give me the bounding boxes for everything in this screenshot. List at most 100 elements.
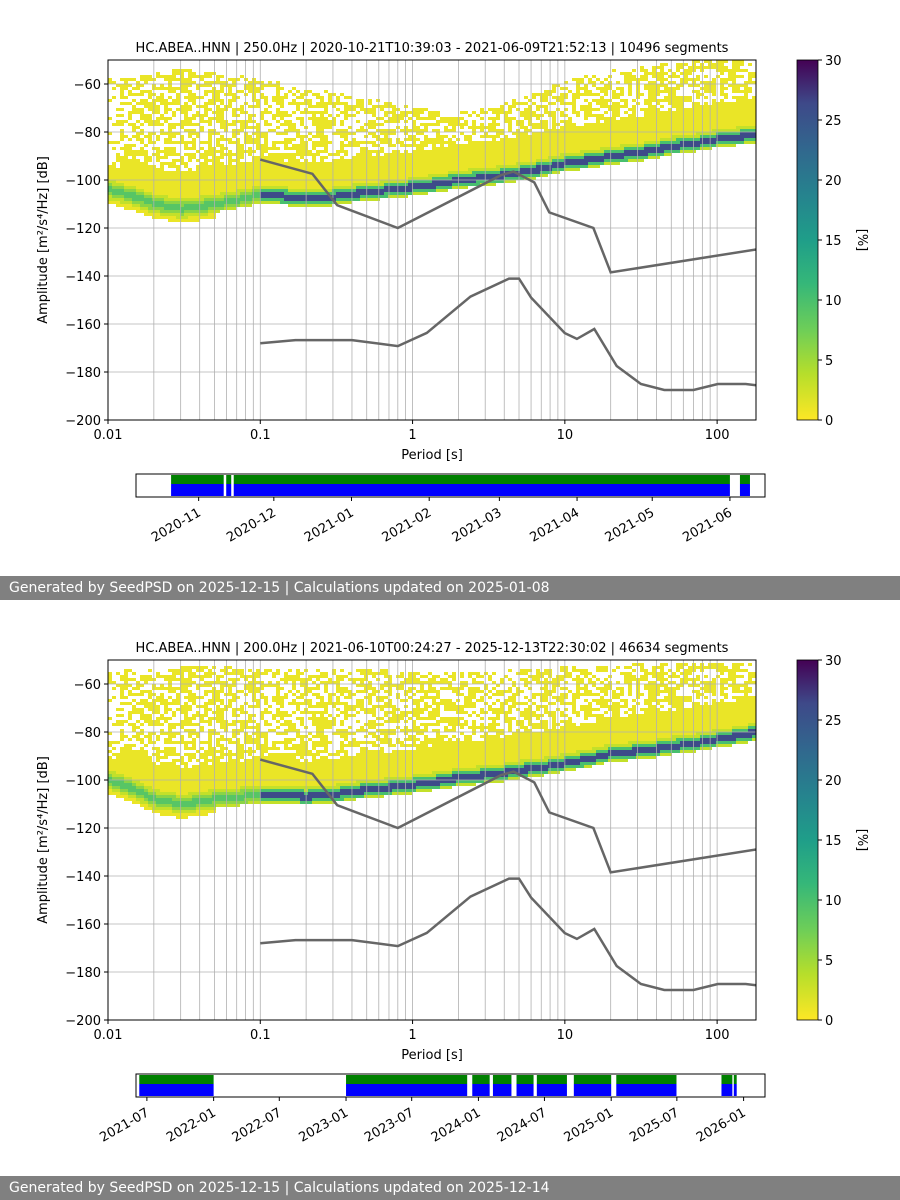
availability-segment-top — [233, 475, 730, 484]
heatmap-cell — [244, 198, 248, 201]
heatmap-cell — [160, 204, 164, 207]
heatmap-cell — [432, 111, 436, 114]
heatmap-cell — [596, 99, 600, 102]
heatmap-cell — [148, 138, 152, 141]
heatmap-cell — [128, 753, 132, 756]
heatmap-cell — [228, 141, 232, 144]
heatmap-cell — [344, 189, 348, 192]
heatmap-cell — [488, 150, 492, 153]
heatmap-cell — [212, 168, 216, 171]
heatmap-cell — [240, 165, 244, 168]
heatmap-cell — [128, 192, 132, 195]
heatmap-cell — [340, 111, 344, 114]
heatmap-cell — [608, 138, 612, 141]
heatmap-cell — [132, 705, 136, 708]
heatmap-cell — [420, 150, 424, 153]
heatmap-cell — [724, 60, 728, 63]
heatmap-cell — [656, 114, 660, 117]
heatmap-cell — [148, 774, 152, 777]
heatmap-cell — [592, 75, 596, 78]
heatmap-cell — [176, 93, 180, 96]
heatmap-cell — [340, 162, 344, 165]
heatmap-cell — [116, 771, 120, 774]
heatmap-cell — [636, 126, 640, 129]
heatmap-cell — [188, 684, 192, 687]
heatmap-cell — [340, 159, 344, 162]
heatmap-cell — [624, 78, 628, 81]
heatmap-cell — [136, 177, 140, 180]
heatmap-cell — [244, 168, 248, 171]
heatmap-cell — [588, 141, 592, 144]
heatmap-cell — [232, 201, 236, 204]
heatmap-cell — [712, 126, 716, 129]
heatmap-cell — [496, 171, 500, 174]
heatmap-cell — [184, 810, 188, 813]
heatmap-cell — [696, 147, 700, 150]
heatmap-cell — [180, 672, 184, 675]
heatmap-cell — [108, 174, 112, 177]
heatmap-cell — [160, 807, 164, 810]
heatmap-cell — [532, 135, 536, 138]
heatmap-cell — [536, 150, 540, 153]
heatmap-cell — [624, 117, 628, 120]
heatmap-cell — [376, 150, 380, 153]
heatmap-cell — [716, 138, 720, 141]
heatmap-cell — [120, 729, 124, 732]
heatmap-cell — [364, 153, 368, 156]
heatmap-cell — [168, 135, 172, 138]
heatmap-cell — [560, 96, 564, 99]
heatmap-cell — [424, 177, 428, 180]
heatmap-cell — [444, 174, 448, 177]
heatmap-cell — [172, 747, 176, 750]
heatmap-cell — [528, 156, 532, 159]
heatmap-cell — [308, 192, 312, 195]
heatmap-cell — [628, 120, 632, 123]
heatmap-cell — [176, 795, 180, 798]
heatmap-cell — [540, 114, 544, 117]
heatmap-cell — [528, 117, 532, 120]
heatmap-cell — [120, 93, 124, 96]
heatmap-cell — [176, 189, 180, 192]
heatmap-cell — [332, 120, 336, 123]
heatmap-cell — [752, 75, 756, 78]
heatmap-cell — [408, 156, 412, 159]
heatmap-cell — [192, 213, 196, 216]
heatmap-cell — [192, 96, 196, 99]
heatmap-cell — [124, 153, 128, 156]
heatmap-cell — [540, 99, 544, 102]
heatmap-cell — [336, 168, 340, 171]
heatmap-cell — [120, 129, 124, 132]
heatmap-cell — [124, 174, 128, 177]
heatmap-cell — [116, 780, 120, 783]
heatmap-cell — [568, 126, 572, 129]
heatmap-cell — [488, 117, 492, 120]
heatmap-cell — [236, 171, 240, 174]
heatmap-cell — [156, 171, 160, 174]
heatmap-cell — [236, 180, 240, 183]
heatmap-cell — [660, 78, 664, 81]
heatmap-cell — [208, 204, 212, 207]
heatmap-cell — [132, 198, 136, 201]
heatmap-cell — [692, 90, 696, 93]
heatmap-cell — [668, 120, 672, 123]
heatmap-cell — [280, 180, 284, 183]
heatmap-cell — [308, 105, 312, 108]
heatmap-cell — [116, 777, 120, 780]
heatmap-cell — [660, 126, 664, 129]
heatmap-cell — [252, 114, 256, 117]
heatmap-cell — [216, 114, 220, 117]
heatmap-cell — [116, 189, 120, 192]
heatmap-cell — [540, 150, 544, 153]
heatmap-cell — [488, 177, 492, 180]
heatmap-cell — [572, 153, 576, 156]
heatmap-cell — [184, 204, 188, 207]
heatmap-cell — [540, 123, 544, 126]
heatmap-cell — [580, 147, 584, 150]
heatmap-cell — [292, 174, 296, 177]
heatmap-cell — [148, 714, 152, 717]
heatmap-cell — [436, 111, 440, 114]
heatmap-cell — [656, 120, 660, 123]
heatmap-cell — [612, 135, 616, 138]
heatmap-cell — [652, 90, 656, 93]
heatmap-cell — [684, 150, 688, 153]
